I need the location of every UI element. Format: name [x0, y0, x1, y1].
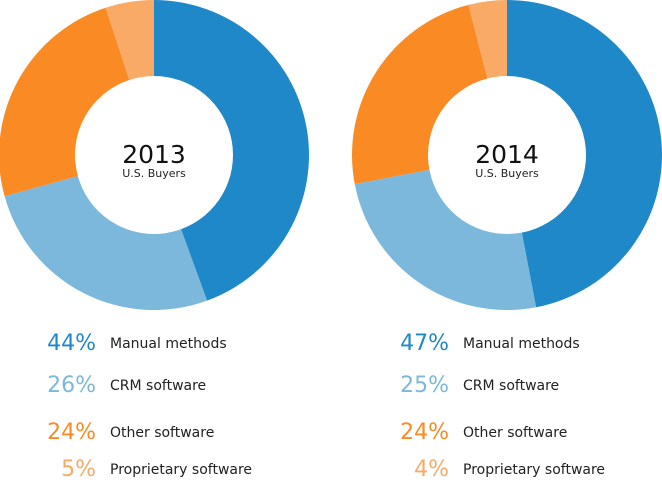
slice-manual-methods — [507, 0, 662, 308]
center-subtitle-2014: U.S. Buyers — [475, 167, 539, 180]
legend-percent: 26% — [47, 373, 96, 398]
center-year-2013: 2013 — [122, 140, 186, 169]
legend-percent: 24% — [400, 420, 449, 445]
donut-2014 — [352, 0, 662, 310]
legend-label: Other software — [110, 425, 215, 441]
slice-crm-software — [4, 176, 208, 310]
legend-label: Proprietary software — [110, 462, 253, 478]
legend-percent: 44% — [47, 331, 96, 356]
legend-percent: 25% — [400, 373, 449, 398]
slice-proprietary-software — [468, 0, 507, 79]
center-subtitle-2013: U.S. Buyers — [122, 167, 186, 180]
center-year-2014: 2014 — [475, 140, 539, 169]
legend-label: CRM software — [110, 378, 207, 394]
legend-percent: 4% — [414, 457, 449, 482]
slice-proprietary-software — [105, 0, 154, 80]
slice-crm-software — [354, 169, 537, 310]
legend-percent: 24% — [47, 420, 96, 445]
legend-label: Manual methods — [463, 336, 580, 352]
legend-label: CRM software — [463, 378, 560, 394]
legend-percent: 5% — [61, 457, 96, 482]
slice-manual-methods — [154, 0, 309, 301]
legend-label: Other software — [463, 425, 568, 441]
slice-other-software — [0, 7, 130, 197]
slice-other-software — [352, 4, 488, 185]
legend-percent: 47% — [400, 331, 449, 356]
donut-2013 — [0, 0, 309, 310]
legend-label: Manual methods — [110, 336, 227, 352]
legend-label: Proprietary software — [463, 462, 606, 478]
